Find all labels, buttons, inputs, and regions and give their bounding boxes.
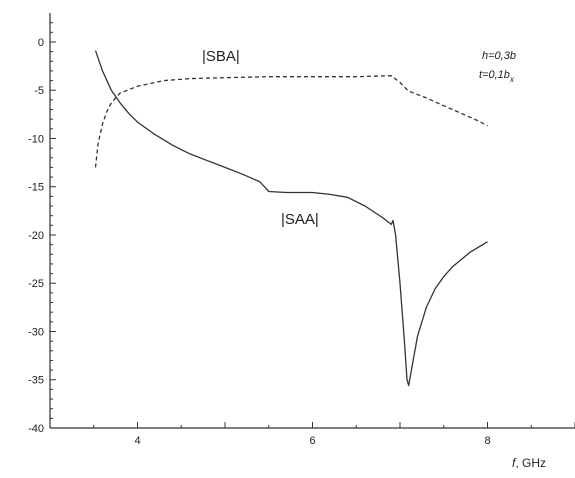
annotation-t-sub: x xyxy=(509,75,515,84)
series-line-sba xyxy=(94,75,488,168)
annotation-t-main: t=0,1b xyxy=(479,69,510,81)
series-label-saa: |SAA| xyxy=(281,211,319,228)
y-tick-label: -30 xyxy=(28,326,44,338)
x-axis-label-unit: , GHz xyxy=(515,456,546,470)
y-tick-label: -25 xyxy=(28,278,44,290)
y-tick-label: -35 xyxy=(28,375,44,387)
series-label-sba: |SBA| xyxy=(202,48,240,65)
x-axis-label-var: f xyxy=(512,456,517,470)
y-tick-label: 0 xyxy=(38,37,44,49)
x-axis-label: f, GHz xyxy=(512,456,546,470)
y-tick-label: -40 xyxy=(28,423,44,435)
y-tick-label: -20 xyxy=(28,230,44,242)
x-tick-label: 8 xyxy=(484,435,490,447)
y-tick-label: -5 xyxy=(34,85,44,97)
x-tick-label: 6 xyxy=(309,435,315,447)
annotation-t: t=0,1bx xyxy=(479,69,515,84)
y-tick-label: -10 xyxy=(28,133,44,145)
series-line-saa xyxy=(94,50,488,387)
series-group xyxy=(94,50,488,387)
x-tick-label: 4 xyxy=(134,435,140,447)
y-tick-label: -15 xyxy=(28,182,44,194)
annotation-h: h=0,3b xyxy=(482,50,516,62)
labels-group: |SBA| |SAA| h=0,3b t=0,1bx f, GHz xyxy=(202,48,546,470)
axes: 0 -5 -10 -15 -20 -25 -30 -35 -40 4 6 8 xyxy=(28,13,575,447)
